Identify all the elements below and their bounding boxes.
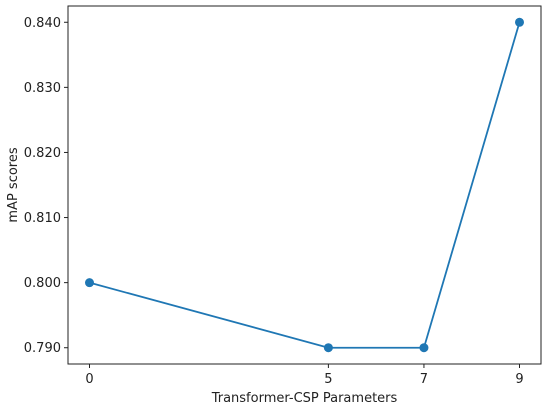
y-tick-label: 0.830 bbox=[24, 81, 61, 96]
line bbox=[89, 22, 521, 349]
x-tick-label: 5 bbox=[324, 372, 332, 387]
y-tick-label: 0.840 bbox=[24, 16, 61, 31]
y-axis-label: mAP scores bbox=[6, 147, 21, 222]
y-tick-label: 0.810 bbox=[24, 211, 61, 226]
point bbox=[515, 17, 524, 27]
y-tick-label: 0.790 bbox=[24, 341, 61, 356]
x-tick-label: 7 bbox=[420, 372, 428, 387]
plot-frame bbox=[67, 5, 542, 365]
point bbox=[323, 343, 333, 353]
y-tick-label: 0.820 bbox=[24, 146, 61, 161]
point bbox=[85, 278, 94, 288]
y-tick-label: 0.800 bbox=[24, 276, 61, 291]
x-tick-label: 0 bbox=[85, 372, 93, 387]
point bbox=[419, 343, 429, 353]
x-tick-label: 9 bbox=[515, 372, 523, 387]
x-axis-label: Transformer-CSP Parameters bbox=[211, 391, 398, 406]
